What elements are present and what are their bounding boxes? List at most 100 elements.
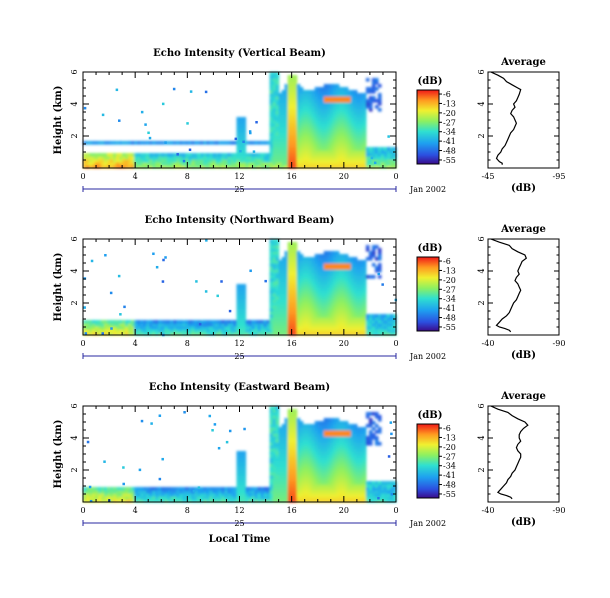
heatmap-cell — [92, 156, 96, 160]
heatmap-cell — [272, 323, 277, 327]
heatmap-cell — [269, 430, 274, 434]
heatmap-cell — [236, 496, 241, 500]
heatmap-cell — [356, 332, 361, 336]
heatmap-cell — [266, 499, 271, 503]
heatmap-cell — [272, 445, 277, 449]
heatmap-cell — [248, 499, 253, 503]
heatmap-cell — [284, 165, 289, 169]
heatmap-cell — [359, 102, 364, 106]
heatmap-cell — [332, 111, 337, 115]
heatmap-cell — [368, 332, 373, 336]
heatmap-cell — [212, 320, 217, 324]
heatmap-cell — [101, 162, 105, 166]
heatmap-cell — [359, 457, 364, 461]
heatmap-cell — [305, 117, 310, 121]
heatmap-cell — [347, 162, 352, 166]
heatmap-cell — [332, 475, 337, 479]
heatmap-cell — [296, 487, 301, 491]
heatmap-cell — [230, 490, 235, 494]
heatmap-cell — [218, 153, 223, 157]
heatmap-cell — [275, 135, 280, 139]
heatmap-cell — [320, 132, 325, 136]
heatmap-cell — [347, 150, 352, 154]
heatmap-cell — [92, 496, 96, 500]
heatmap-cell — [272, 278, 277, 282]
heatmap-cell — [332, 457, 337, 461]
heatmap-cell — [317, 427, 322, 431]
heatmap-cell — [323, 299, 328, 303]
noise-speck — [188, 148, 192, 152]
heatmap-cell — [326, 311, 331, 315]
heatmap-cell — [356, 433, 361, 437]
heatmap-cell — [365, 90, 370, 94]
heatmap-cell — [284, 111, 289, 115]
heatmap-cell — [362, 290, 367, 294]
heatmap-cell — [278, 159, 283, 163]
heatmap-cell — [101, 329, 105, 333]
heatmap-cell — [284, 96, 289, 100]
heatmap-cell — [326, 448, 331, 452]
heatmap-cell — [335, 287, 340, 291]
heatmap-cell — [344, 150, 349, 154]
heatmap-cell — [275, 412, 280, 416]
heatmap-cell — [134, 165, 138, 169]
heatmap-cell — [305, 305, 310, 309]
heatmap-cell — [158, 165, 162, 169]
heatmap-cell — [269, 156, 274, 160]
heatmap-cell — [326, 299, 331, 303]
heatmap-cell — [392, 487, 397, 491]
heatmap-cell — [290, 269, 295, 273]
heatmap-cell — [323, 466, 328, 470]
heatmap-cell — [359, 114, 364, 118]
heatmap-cell — [206, 141, 211, 145]
heatmap-cell — [170, 490, 174, 494]
heatmap-cell — [266, 490, 271, 494]
heatmap-cell — [365, 487, 370, 491]
heatmap-cell — [137, 326, 141, 330]
heatmap-cell — [191, 496, 195, 500]
heatmap-cell — [161, 323, 165, 327]
heatmap-cell — [320, 105, 325, 109]
heatmap-cell — [308, 138, 313, 142]
heatmap-cell — [362, 114, 367, 118]
heatmap-cell — [299, 126, 304, 130]
heatmap-cell — [293, 123, 298, 127]
heatmap-cell — [302, 451, 307, 455]
heatmap-cell — [188, 326, 192, 330]
heatmap-cell — [302, 481, 307, 485]
heatmap-cell — [230, 487, 235, 491]
heatmap-cell — [356, 493, 361, 497]
heatmap-cell — [287, 457, 292, 461]
heatmap-cell — [368, 99, 373, 103]
heatmap-cell — [113, 165, 117, 169]
heatmap-cell — [290, 317, 295, 321]
noise-speck — [172, 87, 176, 91]
average-profile-line — [490, 405, 529, 500]
heatmap-cell — [155, 326, 159, 330]
heatmap-cell — [356, 159, 361, 163]
heatmap-cell — [329, 290, 334, 294]
noise-speck — [117, 274, 121, 278]
heatmap-cell — [389, 326, 394, 330]
heatmap-cell — [338, 469, 343, 473]
heatmap-cell — [206, 487, 211, 491]
heatmap-cell — [332, 263, 337, 267]
heatmap-cell — [269, 84, 274, 88]
heatmap-cell — [308, 120, 313, 124]
heatmap-cell — [353, 499, 358, 503]
colorbar-tick-label: -6 — [443, 257, 451, 266]
heatmap-cell — [350, 475, 355, 479]
heatmap-cell — [98, 165, 102, 169]
heatmap-cell — [314, 460, 319, 464]
noise-speck — [140, 419, 144, 423]
heatmap-cell — [335, 442, 340, 446]
heatmap-cell — [356, 469, 361, 473]
heatmap-cell — [278, 144, 283, 148]
heatmap-cell — [305, 165, 310, 169]
heatmap-cell — [239, 323, 244, 327]
noise-speck — [216, 294, 219, 298]
heatmap-cell — [341, 454, 346, 458]
heatmap-cell — [377, 84, 382, 88]
heatmap-cell — [227, 162, 232, 166]
heatmap-cell — [89, 141, 93, 145]
